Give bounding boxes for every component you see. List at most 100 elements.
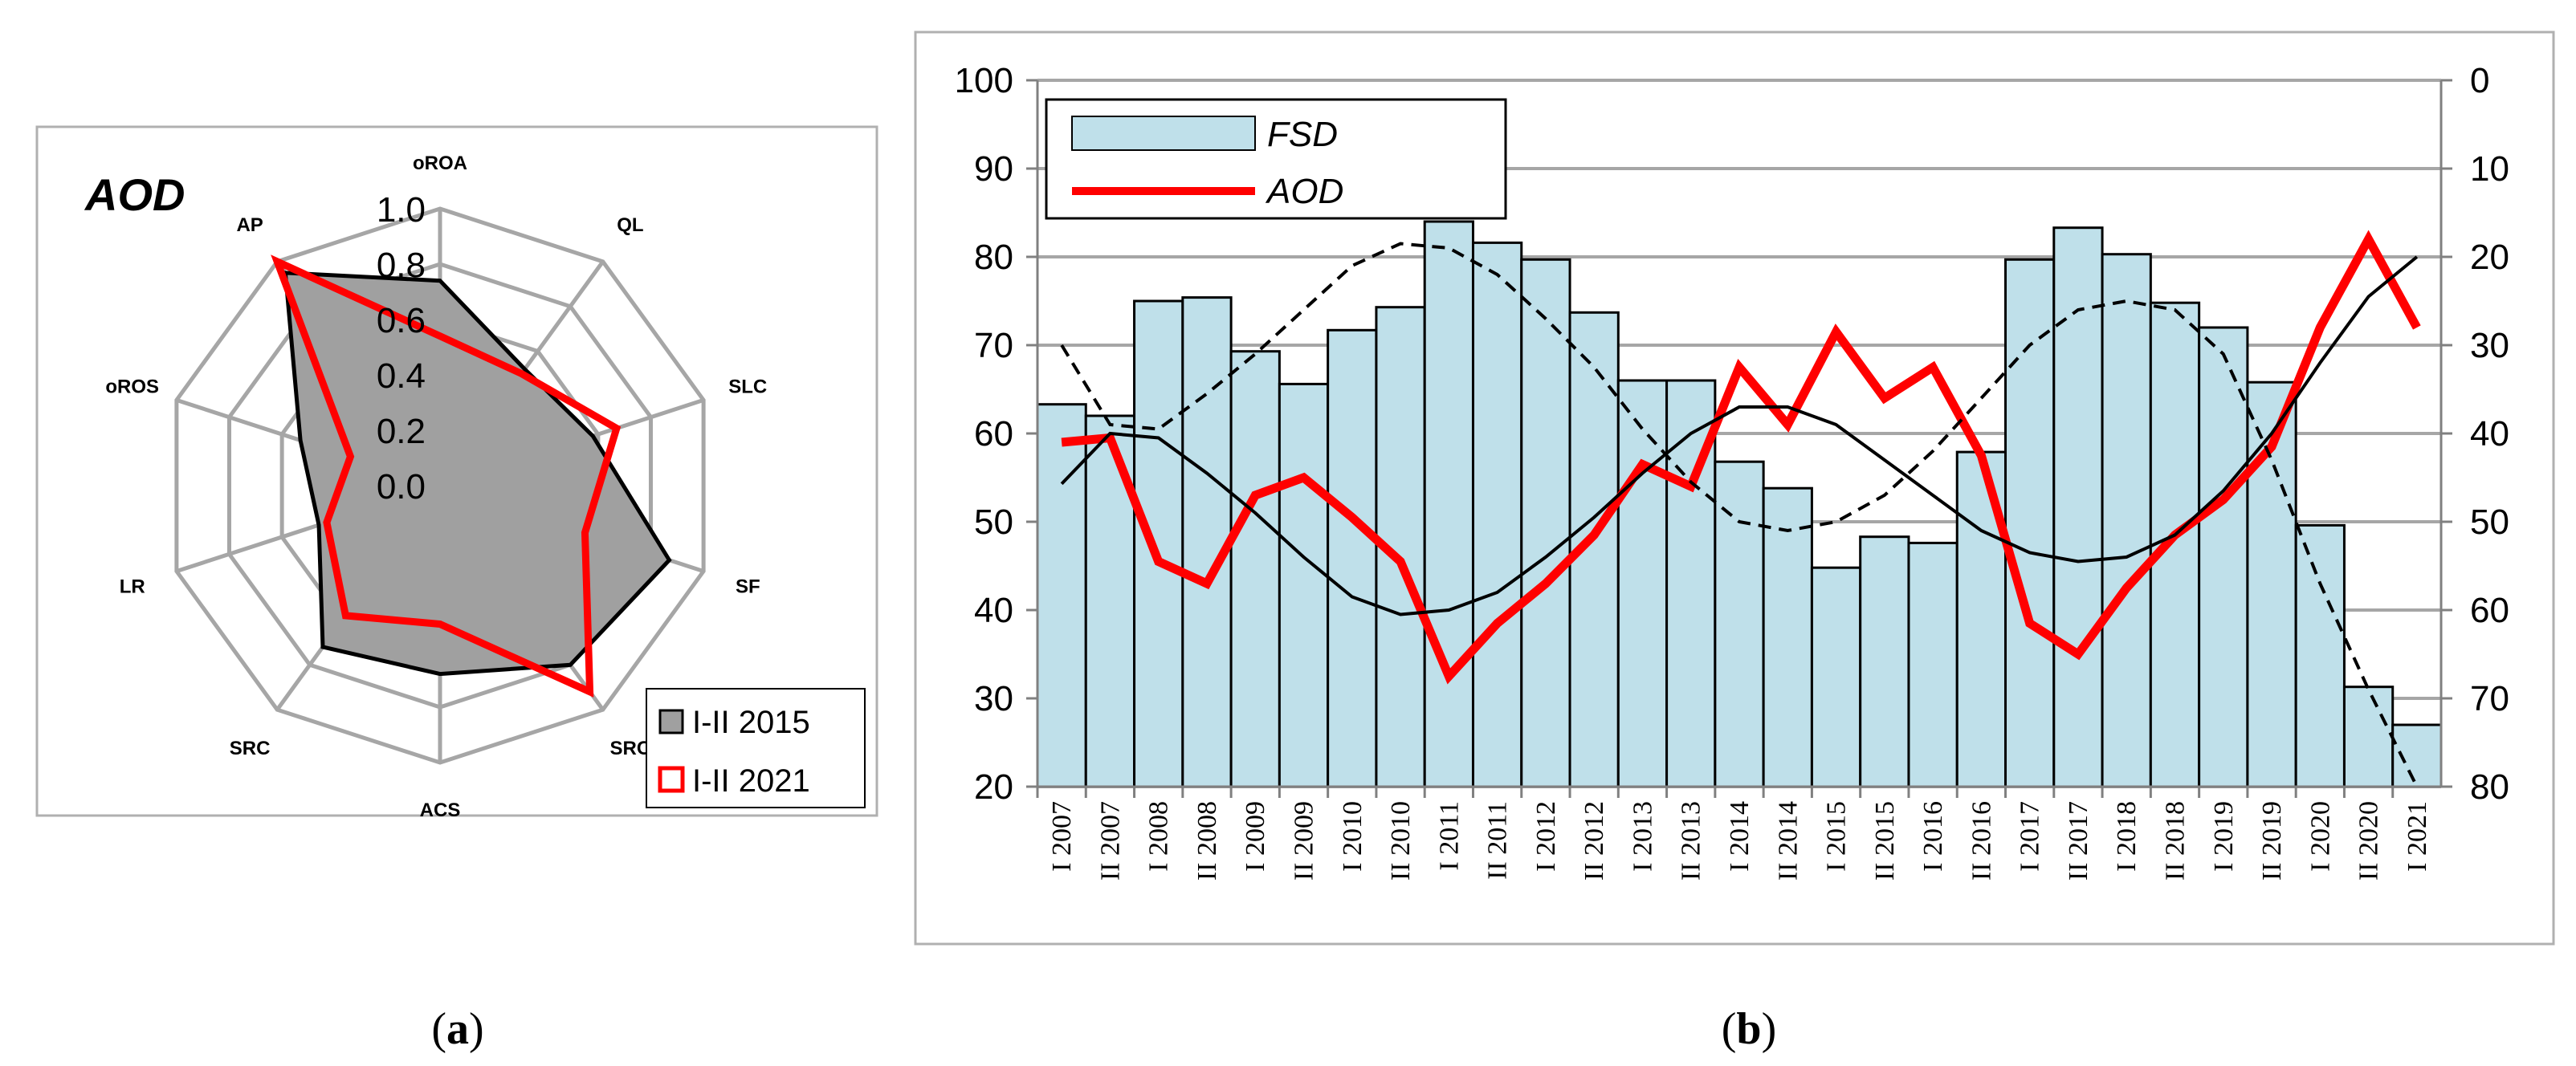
- bar-line-legend: FSD AOD: [1045, 98, 1507, 220]
- radar-radial-tick: 0.6: [377, 301, 426, 340]
- radar-chart-title: AOD: [84, 169, 185, 220]
- fsd-bar: [1036, 403, 1087, 788]
- fsd-trend-line: [1060, 242, 2419, 787]
- radar-axis-label: ACS: [420, 800, 461, 821]
- fsd-bar: [2198, 326, 2249, 788]
- x-axis-tick-label: II 2013: [1677, 801, 1706, 881]
- left-axis-tick-label: 20: [974, 767, 1013, 807]
- radar-legend-swatch-2015: [658, 709, 684, 734]
- x-axis-tick-label: I 2014: [1725, 801, 1755, 872]
- x-axis-tick-label: I 2008: [1144, 801, 1174, 872]
- fsd-bar: [1859, 535, 1910, 788]
- aod-trend-line: [1060, 255, 2419, 616]
- radar-radial-tick: 0.8: [377, 246, 426, 285]
- x-axis-tick-label: I 2011: [1434, 801, 1464, 871]
- fsd-bar: [1327, 328, 1378, 788]
- x-axis-tick-label: I 2020: [2305, 801, 2335, 872]
- radar-legend-swatch-2021: [658, 766, 685, 793]
- radar-radial-tick: 0.0: [377, 467, 426, 507]
- radar-chart: AOD 0.0 0.2 0.4 0.6 0.8 1.0 oROA QL SLC SF SRC ACS S…: [35, 125, 878, 821]
- right-axis-tick-label: 20: [2470, 238, 2509, 277]
- radar-axis-label: SLC: [728, 376, 767, 397]
- radar-axis-label: SF: [736, 576, 760, 598]
- x-axis-tick-label: I 2015: [1822, 801, 1852, 872]
- left-axis-tick-label: 90: [974, 149, 1013, 189]
- x-axis-tick-label: II 2009: [1290, 801, 1319, 881]
- left-axis-tick-label: 100: [955, 61, 1013, 100]
- right-axis-tick-label: 0: [2470, 61, 2489, 100]
- fsd-bar: [2246, 380, 2297, 788]
- right-axis-tick-label: 10: [2470, 149, 2509, 189]
- radar-axis-label: LR: [120, 576, 145, 598]
- legend-label-aod: AOD: [1265, 172, 1343, 211]
- right-axis-tick-label: 70: [2470, 679, 2509, 718]
- right-axis-tick-label: 80: [2470, 767, 2509, 807]
- x-axis-tick-label: II 2018: [2160, 801, 2190, 881]
- legend-label-fsd: FSD: [1267, 115, 1338, 154]
- radar-axis-label: oROA: [413, 153, 467, 174]
- left-axis-tick-label: 70: [974, 326, 1013, 365]
- x-axis-tick-label: II 2017: [2064, 801, 2093, 881]
- radar-radial-tick: 1.0: [377, 190, 426, 230]
- legend-swatch-fsd: [1071, 116, 1256, 151]
- radar-axis-label: AP: [236, 214, 263, 236]
- x-axis-tick-label: I 2013: [1628, 801, 1657, 872]
- right-axis-tick-label: 50: [2470, 502, 2509, 542]
- radar-legend-label-2021: I-II 2021: [692, 763, 810, 799]
- fsd-bar: [1810, 566, 1862, 788]
- fsd-bar: [2101, 253, 2152, 788]
- x-axis-tick-label: I 2016: [1918, 801, 1948, 872]
- x-axis-tick-label: II 2014: [1773, 801, 1803, 881]
- x-axis-tick-label: I 2012: [1531, 801, 1561, 872]
- left-axis-tick-label: 30: [974, 679, 1013, 718]
- panel-label-b: (b): [1722, 1004, 1776, 1054]
- radar-legend: I-II 2015 I-II 2021: [646, 688, 866, 808]
- x-axis-tick-label: II 2012: [1579, 801, 1609, 881]
- x-axis-tick-label: II 2015: [1870, 801, 1900, 881]
- radar-axis-label: oROS: [105, 376, 159, 397]
- fsd-bar: [1133, 299, 1184, 788]
- fsd-bar: [2342, 686, 2395, 788]
- fsd-bar: [1229, 350, 1281, 788]
- left-axis-tick-label: 40: [974, 591, 1013, 630]
- radar-axis-label: QL: [617, 214, 643, 236]
- fsd-bar: [1714, 460, 1765, 788]
- x-axis-tick-label: II 2019: [2257, 801, 2287, 881]
- x-axis-tick-label: II 2008: [1192, 801, 1222, 881]
- x-axis-tick-label: I 2021: [2403, 801, 2432, 872]
- radar-axis-label: SRC: [230, 738, 271, 759]
- right-axis-tick-label: 60: [2470, 591, 2509, 630]
- panel-label-a: (a): [431, 1004, 483, 1054]
- left-axis-tick-label: 60: [974, 414, 1013, 454]
- radar-radial-tick: 0.4: [377, 356, 426, 396]
- left-axis-tick-label: 50: [974, 502, 1013, 542]
- fsd-bar: [1616, 379, 1669, 788]
- bar-line-chart: 20 30 40 50 60 70 80 90 100 0 10 20 30 40 50 60 70 80 I 20…: [914, 31, 2555, 946]
- x-axis-tick-label: I 2018: [2112, 801, 2142, 872]
- x-axis-tick-label: II 2020: [2354, 801, 2384, 881]
- fsd-bar: [1181, 296, 1233, 788]
- x-axis-tick-label: II 2010: [1386, 801, 1416, 881]
- fsd-bar: [2294, 523, 2346, 788]
- fsd-bar: [2004, 258, 2056, 788]
- aod-line: [1061, 230, 2421, 685]
- radar-legend-label-2015: I-II 2015: [692, 705, 810, 740]
- x-axis-tick-label: II 2016: [1967, 801, 1996, 881]
- x-axis-tick-label: I 2009: [1241, 801, 1270, 872]
- fsd-bar: [2149, 301, 2201, 788]
- x-axis-tick-label: II 2011: [1483, 801, 1513, 880]
- radar-axis-label: SRC: [610, 738, 651, 759]
- radar-radial-tick: 0.2: [377, 412, 426, 451]
- fsd-bar: [1423, 220, 1474, 788]
- right-axis-tick-label: 40: [2470, 414, 2509, 454]
- fsd-bar: [1520, 258, 1571, 788]
- x-axis-tick-label: I 2010: [1338, 801, 1367, 872]
- x-axis-tick-label: II 2007: [1095, 801, 1125, 881]
- radar-series-2021: [271, 254, 622, 698]
- fsd-bar: [1907, 541, 1958, 788]
- x-axis-tick-label: I 2017: [2016, 801, 2045, 872]
- fsd-bar: [1471, 241, 1523, 788]
- radar-series-2015: [283, 271, 672, 677]
- fsd-bar: [1278, 382, 1330, 788]
